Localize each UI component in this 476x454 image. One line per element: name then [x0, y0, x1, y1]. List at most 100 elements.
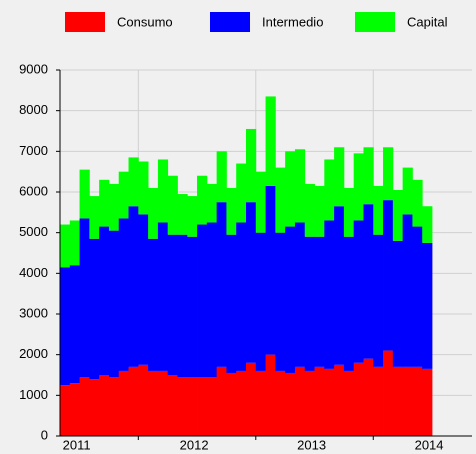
bar-segment — [255, 232, 266, 371]
bar-segment — [265, 185, 276, 355]
bar-segment — [128, 157, 139, 207]
bar-segment — [79, 377, 90, 436]
bar-segment — [343, 370, 355, 436]
bar-segment — [392, 189, 404, 241]
y-tick-label: 7000 — [19, 143, 48, 158]
bar-segment — [157, 222, 169, 371]
bar-segment — [324, 159, 335, 221]
bar-segment — [236, 370, 247, 436]
bar-segment — [60, 267, 71, 386]
bar-segment — [314, 366, 325, 436]
bar-segment — [343, 187, 355, 237]
legend-label: Capital — [407, 14, 448, 29]
bar-segment — [314, 185, 325, 237]
bar-segment — [167, 234, 178, 375]
bar-segment — [118, 171, 129, 219]
y-tick-label: 4000 — [19, 265, 48, 280]
bar-segment — [157, 159, 169, 223]
bar-segment — [402, 167, 413, 215]
bar-segment — [265, 96, 276, 186]
bar-segment — [285, 151, 296, 227]
bar-segment — [412, 179, 423, 227]
bar-segment — [383, 147, 394, 201]
bar-segment — [363, 204, 374, 359]
bar-segment — [275, 370, 286, 436]
x-tick-label: 2014 — [415, 437, 444, 452]
bar-segment — [89, 238, 100, 380]
x-tick-label: 2013 — [297, 437, 326, 452]
bar-segment — [167, 175, 178, 235]
bar-segment — [60, 385, 71, 436]
y-tick-label: 1000 — [19, 387, 48, 402]
bar-segment — [363, 147, 374, 205]
bar-segment — [79, 218, 90, 378]
bar-segment — [422, 206, 433, 243]
bar-segment — [246, 128, 257, 203]
legend-swatch — [65, 12, 105, 32]
bar-segment — [99, 179, 110, 227]
bar-segment — [304, 370, 315, 436]
bar-segment — [118, 370, 129, 436]
bar-segment — [89, 196, 100, 239]
y-tick-label: 8000 — [19, 102, 48, 117]
bar-segment — [304, 236, 315, 371]
bar-segment — [334, 364, 345, 436]
bar-segment — [216, 366, 227, 436]
bar-segment — [69, 383, 80, 436]
bar-segment — [148, 187, 159, 239]
bar-segment — [99, 226, 110, 375]
bar-segment — [226, 372, 237, 436]
bar-segment — [412, 226, 423, 367]
bar-segment — [138, 364, 149, 436]
bar-segment — [334, 206, 345, 365]
bar-segment — [206, 183, 218, 223]
bar-segment — [99, 375, 110, 436]
bar-segment — [69, 265, 80, 384]
bar-segment — [392, 366, 404, 436]
bar-segment — [334, 147, 345, 207]
bar-segment — [79, 169, 90, 219]
bar-segment — [236, 222, 247, 371]
bar-segment — [226, 234, 237, 373]
bar-segment — [177, 377, 188, 436]
bar-segment — [265, 354, 276, 436]
bar-segment — [383, 350, 394, 436]
bar-segment — [353, 220, 364, 363]
bar-segment — [148, 370, 159, 436]
bar-segment — [412, 366, 423, 436]
legend-label: Consumo — [117, 14, 173, 29]
y-tick-label: 5000 — [19, 224, 48, 239]
bar-segment — [236, 163, 247, 223]
bar-segment — [138, 214, 149, 365]
bar-segment — [177, 194, 188, 235]
bar-segment — [108, 230, 120, 378]
bar-segment — [108, 183, 120, 231]
bar-segment — [187, 196, 198, 237]
bar-segment — [246, 362, 257, 436]
bar-segment — [118, 218, 129, 371]
bar-segment — [138, 161, 149, 215]
bar-segment — [187, 236, 198, 378]
bar-segment — [128, 366, 139, 436]
bar-segment — [108, 377, 120, 436]
bar-segment — [197, 175, 208, 225]
bar-segment — [216, 151, 227, 203]
bar-segment — [148, 238, 159, 371]
bar-segment — [285, 372, 296, 436]
bar-segment — [353, 153, 364, 221]
legend-label: Intermedio — [262, 14, 323, 29]
bar-segment — [226, 187, 237, 235]
bar-segment — [177, 234, 188, 378]
bar-segment — [422, 242, 433, 369]
bar-segment — [343, 236, 355, 371]
bar-segment — [275, 232, 286, 371]
bar-segment — [167, 375, 178, 436]
y-tick-label: 0 — [41, 427, 48, 442]
bar-segment — [89, 379, 100, 436]
bar-segment — [157, 370, 169, 436]
bar-segment — [187, 377, 198, 436]
y-tick-label: 6000 — [19, 183, 48, 198]
legend-swatch — [355, 12, 395, 32]
bar-segment — [383, 200, 394, 351]
